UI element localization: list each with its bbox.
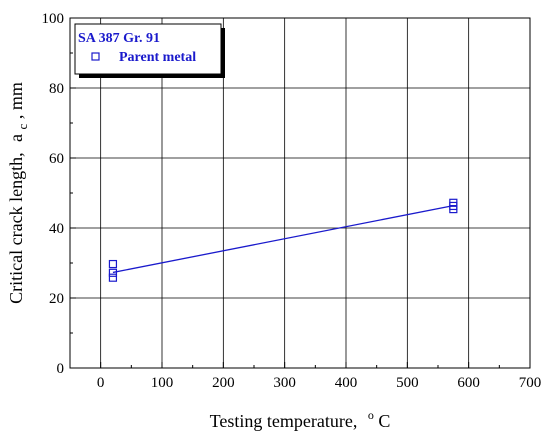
data-point	[108, 268, 118, 277]
legend-entry-parent-metal: Parent metal	[119, 50, 196, 65]
legend: SA 387 Gr. 91 Parent metal	[74, 23, 225, 78]
x-tick-label: 600	[457, 375, 480, 391]
y-axis-title-text: Critical crack length,	[6, 152, 26, 303]
legend-marker	[91, 52, 100, 61]
x-axis-unit-sup: o	[368, 408, 374, 422]
x-axis-title-text: Testing temperature,	[210, 411, 358, 431]
x-tick-label: 400	[335, 375, 358, 391]
x-tick-label: 500	[396, 375, 419, 391]
y-axis-title: Critical crack length, a c , mm	[6, 82, 31, 304]
x-axis-title: Testing temperature, o C	[210, 403, 391, 431]
y-tick-label: 0	[57, 361, 65, 377]
y-tick-label: 80	[49, 81, 64, 97]
y-tick-label: 20	[49, 291, 64, 307]
data-point	[108, 273, 118, 282]
x-tick-label: 100	[151, 375, 174, 391]
data-point	[449, 201, 458, 211]
tick-labels: 0 100 200 300 400 500 600 700 0 20 40 60 80 100	[42, 11, 542, 391]
x-tick-label: 700	[519, 375, 542, 391]
x-axis-unit-main: C	[378, 411, 390, 431]
y-axis-sub: c	[15, 123, 30, 129]
legend-box	[74, 23, 222, 75]
y-tick-label: 100	[42, 11, 65, 27]
x-tick-label: 0	[97, 375, 105, 391]
data-points	[108, 198, 458, 282]
y-tick-label: 60	[49, 151, 64, 167]
data-point	[108, 259, 118, 269]
legend-title: SA 387 Gr. 91	[78, 31, 160, 46]
x-tick-label: 200	[212, 375, 235, 391]
y-axis-var: a	[6, 134, 26, 142]
ticks	[69, 17, 531, 369]
fit-line	[112, 204, 454, 274]
x-tick-label: 300	[273, 375, 296, 391]
y-tick-label: 40	[49, 221, 64, 237]
y-axis-unit: , mm	[6, 82, 26, 119]
